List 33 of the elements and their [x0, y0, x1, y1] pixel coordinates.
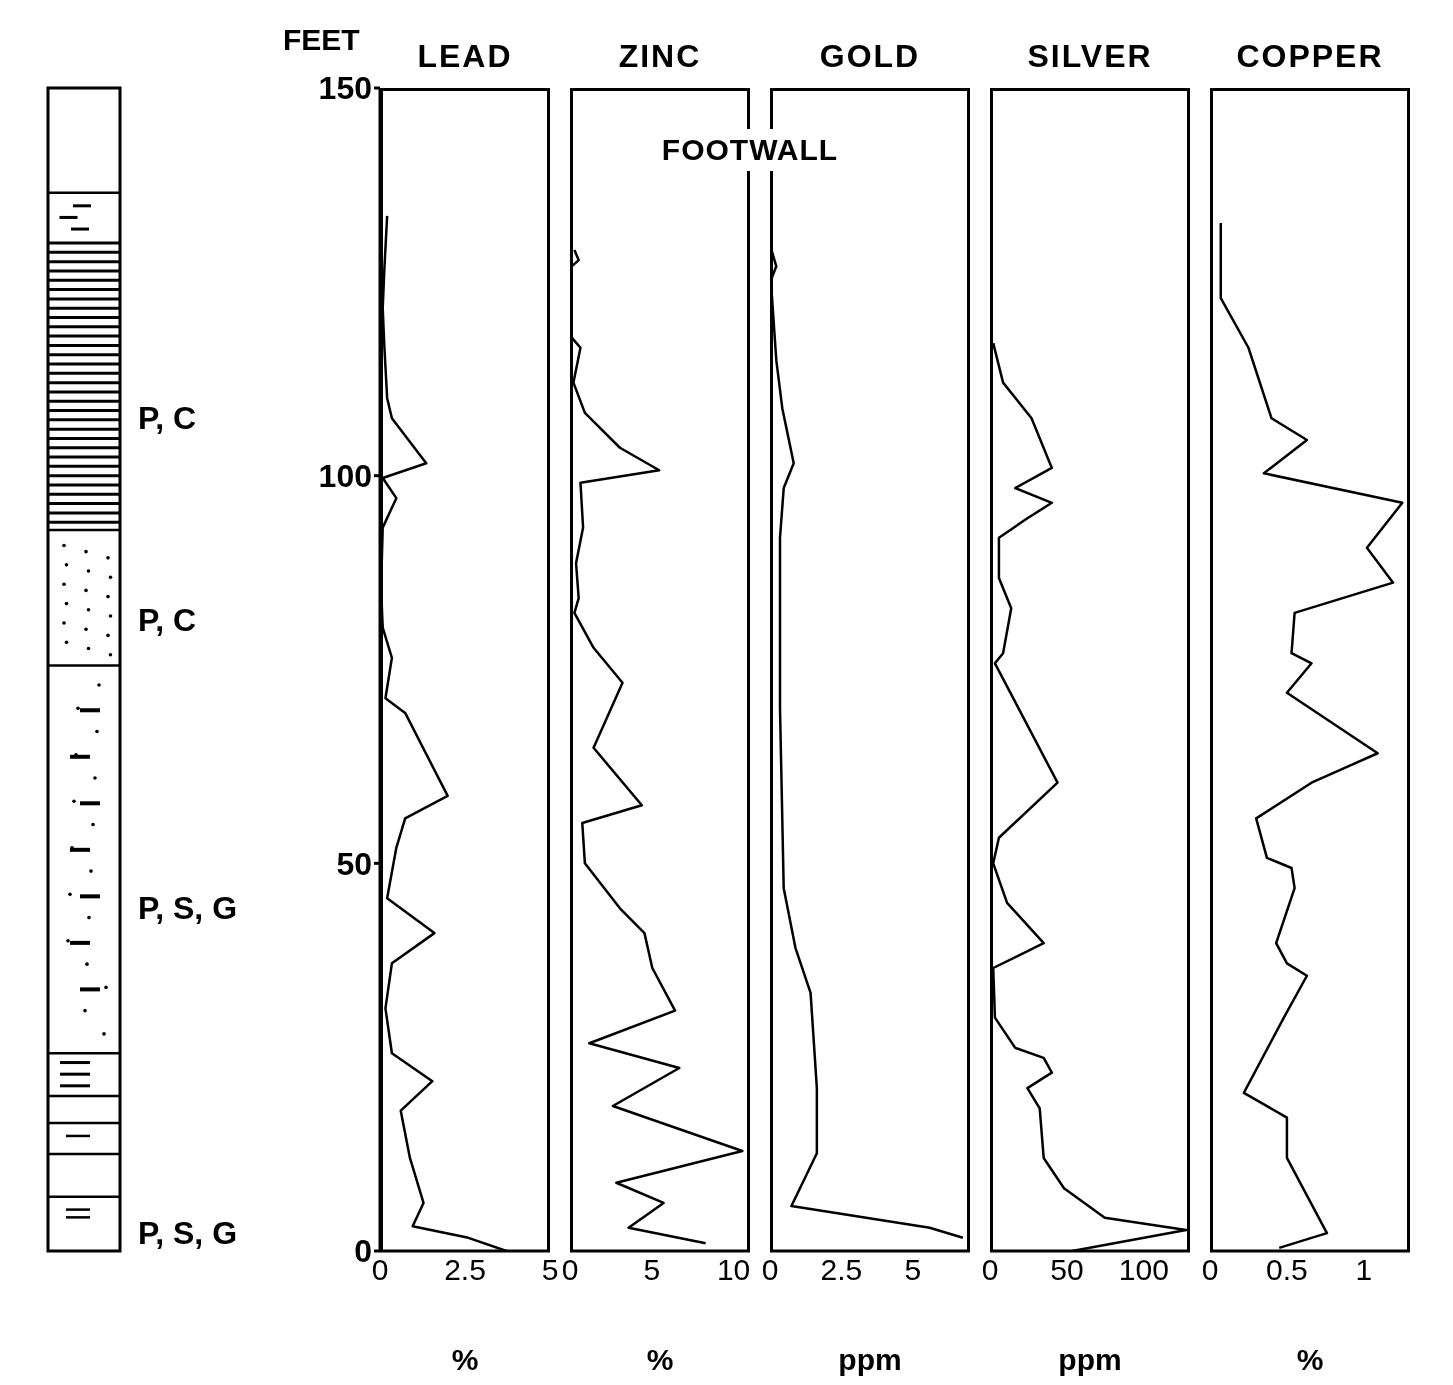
- x-axis-title: ppm: [837, 1343, 903, 1377]
- text: P, C: [138, 602, 197, 639]
- text: P, S, G: [138, 1215, 238, 1252]
- chart-title: LEAD: [417, 38, 513, 74]
- x-tick-label: 1: [1355, 1253, 1373, 1287]
- x-tick-label: 5: [904, 1253, 922, 1287]
- y-tick-label: 100: [318, 458, 372, 495]
- x-tick-label: 5: [643, 1253, 661, 1287]
- x-axis-title: ppm: [1057, 1343, 1123, 1377]
- chart-title: ZINC: [617, 38, 703, 75]
- chart-title: COPPER: [1235, 38, 1385, 75]
- x-tick-label: 0: [561, 1253, 579, 1287]
- text: P, S, G: [138, 890, 238, 927]
- y-tick-label: 50: [336, 845, 372, 882]
- annotation: FOOTWALL: [640, 129, 860, 171]
- x-axis-title: %: [450, 1343, 480, 1377]
- y-tick-label: 150: [318, 70, 372, 107]
- x-tick-label: 2.5: [820, 1253, 863, 1287]
- chart-title: SILVER: [1026, 38, 1154, 75]
- x-tick-label: 100: [1118, 1253, 1169, 1287]
- x-tick-label: 0.5: [1266, 1253, 1308, 1287]
- x-tick-label: 0: [761, 1253, 779, 1287]
- x-axis-title: %: [645, 1343, 675, 1377]
- text: P, C: [138, 400, 197, 437]
- x-axis-title: %: [1295, 1343, 1325, 1377]
- x-tick-label: 0: [1201, 1253, 1219, 1287]
- x-tick-label: 2.5: [444, 1253, 486, 1287]
- x-tick-label: 50: [1050, 1253, 1084, 1287]
- x-tick-label: 10: [716, 1253, 751, 1287]
- x-tick-label: 0: [981, 1253, 999, 1287]
- x-tick-label: 5: [541, 1253, 559, 1287]
- y-axis-title: FEET: [283, 23, 360, 56]
- chart-title: GOLD: [818, 38, 922, 75]
